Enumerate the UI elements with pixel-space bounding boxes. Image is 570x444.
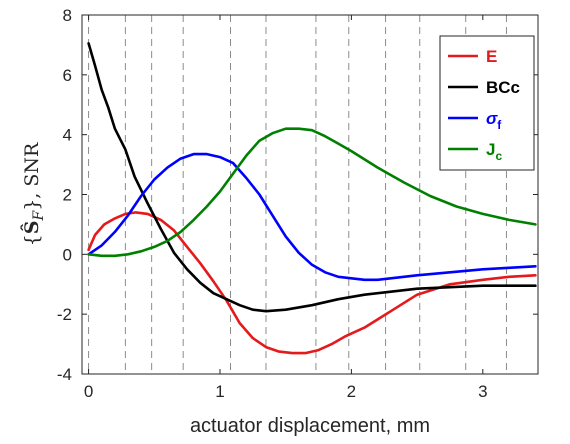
y-tick-label: 2 (63, 186, 72, 205)
x-tick-label: 0 (84, 382, 93, 401)
y-tick-label: -2 (57, 305, 72, 324)
legend-label: BCc (486, 78, 520, 97)
y-tick-label: 0 (63, 245, 72, 264)
y-axis-label-open: { (21, 234, 43, 246)
series-line-e-0 (87, 211, 537, 355)
y-axis-label-close: }, SNR (21, 142, 43, 211)
axis-ticks: 0 1 2 3 -4 -2 0 2 4 6 8 (57, 6, 538, 401)
series-line-bcc-1 (87, 42, 537, 313)
y-axis-label-symbol: Ŝ (20, 221, 43, 235)
y-tick-label: 4 (63, 126, 72, 145)
legend-label: Jc (486, 140, 502, 163)
y-axis-label: {ŜF}, SNR (20, 142, 47, 246)
y-tick-label: 6 (63, 66, 72, 85)
y-axis-label-sub: F (31, 210, 47, 222)
x-tick-label: 1 (215, 382, 224, 401)
series-line-j-3 (87, 127, 537, 258)
series-line--2 (87, 152, 537, 282)
legend-box (439, 35, 535, 171)
y-tick-label: 8 (63, 6, 72, 25)
legend-label: E (486, 47, 497, 66)
x-tick-label: 3 (478, 382, 487, 401)
x-tick-label: 2 (347, 382, 356, 401)
legend: E BCc σf Jc (439, 35, 535, 171)
x-axis-label: actuator displacement, mm (190, 415, 430, 437)
y-tick-label: -4 (57, 365, 72, 384)
legend-label: σf (486, 109, 502, 132)
series-lines (87, 42, 537, 355)
